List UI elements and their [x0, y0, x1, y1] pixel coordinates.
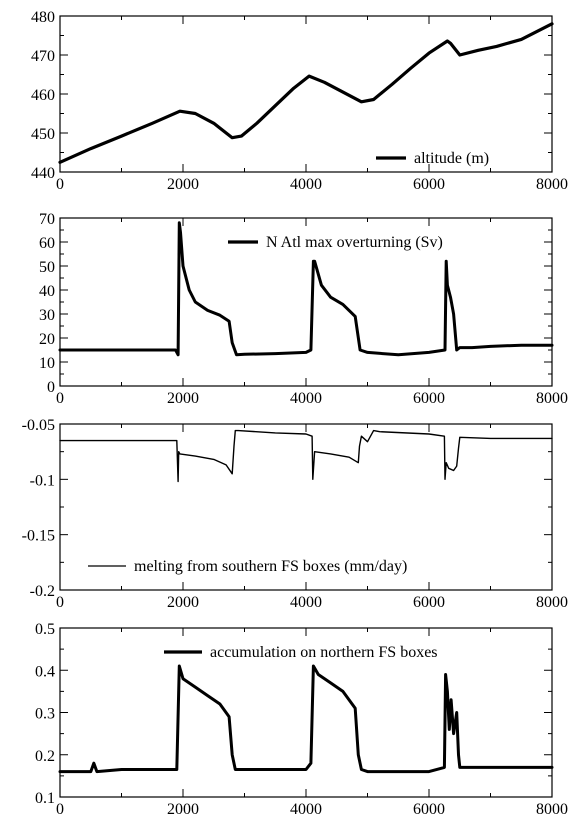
y-tick-label: -0.2 — [30, 583, 55, 600]
series-line — [58, 664, 554, 774]
y-tick-label: 20 — [39, 331, 55, 348]
x-tick-label: 8000 — [536, 801, 568, 818]
x-tick-label: 2000 — [167, 176, 199, 193]
x-tick-label: 6000 — [413, 390, 445, 407]
series-line — [58, 221, 554, 357]
panel-accumulation: 0 2000 4000 6000 8000 0.1 0.2 0.3 0.4 0.5 accumula… — [35, 621, 568, 818]
x-tick-label: 6000 — [413, 594, 445, 611]
y-tick-label: 480 — [31, 9, 55, 26]
y-tick-label: 70 — [39, 211, 55, 228]
y-tick-label: -0.05 — [22, 417, 55, 434]
y-tick-label: 0.2 — [35, 748, 55, 765]
x-tick-label: 6000 — [413, 176, 445, 193]
series-line — [58, 22, 554, 164]
y-tick-label: 0.1 — [35, 790, 55, 807]
y-tick-label: 0.4 — [35, 663, 55, 680]
y-tick-label: 10 — [39, 355, 55, 372]
x-tick-label: 8000 — [536, 390, 568, 407]
x-tick-label: 0 — [56, 594, 64, 611]
legend-label: melting from southern FS boxes (mm/day) — [134, 558, 407, 575]
x-tick-label: 8000 — [536, 176, 568, 193]
x-tick-label: 0 — [56, 390, 64, 407]
y-tick-label: 40 — [39, 283, 55, 300]
panel-altitude: 0 2000 4000 6000 8000 440 450 460 470 480 altitude… — [31, 9, 568, 193]
y-tick-label: 60 — [39, 235, 55, 252]
x-tick-label: 4000 — [290, 176, 322, 193]
x-tick-label: 6000 — [413, 801, 445, 818]
panel-overturning: 0 2000 4000 6000 8000 0 10 20 30 40 50 60 70 N Atl ma… — [39, 211, 568, 407]
y-tick-label: 460 — [31, 87, 55, 104]
y-tick-label: -0.1 — [30, 472, 55, 489]
x-tick-label: 2000 — [167, 801, 199, 818]
panel-melting: 0 2000 4000 6000 8000 -0.2 -0.15 -0.1 -0.05 melti… — [22, 417, 568, 611]
x-tick-label: 0 — [56, 801, 64, 818]
y-tick-label: 50 — [39, 259, 55, 276]
y-tick-label: 470 — [31, 48, 55, 65]
y-tick-label: 0.5 — [35, 621, 55, 638]
y-tick-label: 440 — [31, 165, 55, 182]
legend-label: N Atl max overturning (Sv) — [266, 234, 443, 251]
y-tick-label: -0.15 — [22, 528, 55, 545]
x-tick-label: 2000 — [167, 390, 199, 407]
plot-frame — [59, 15, 553, 173]
x-tick-label: 8000 — [536, 594, 568, 611]
x-tick-label: 0 — [56, 176, 64, 193]
y-tick-label: 30 — [39, 307, 55, 324]
series-line — [59, 429, 553, 483]
y-tick-label: 0 — [47, 379, 55, 396]
x-tick-label: 4000 — [290, 390, 322, 407]
y-tick-label: 450 — [31, 126, 55, 143]
y-tick-label: 0.3 — [35, 706, 55, 723]
x-tick-label: 4000 — [290, 801, 322, 818]
legend-label: altitude (m) — [414, 150, 489, 167]
x-tick-label: 2000 — [167, 594, 199, 611]
legend-label: accumulation on northern FS boxes — [210, 644, 438, 661]
x-tick-label: 4000 — [290, 594, 322, 611]
